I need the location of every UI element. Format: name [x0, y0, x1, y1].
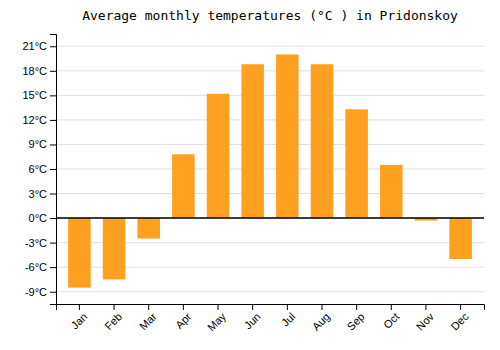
y-tick: 9°C [29, 138, 56, 150]
x-tick-mark [356, 304, 357, 310]
x-tick-mark [252, 304, 253, 310]
bars [68, 54, 472, 287]
x-axis: Jan Feb Mar Apr May Jun Jul Aug Sep Oct Nov Dec [57, 304, 485, 333]
x-tick: Nov [414, 304, 437, 333]
y-tick: 21°C [22, 40, 56, 52]
y-tick: 12°C [22, 114, 56, 126]
y-tick-label: 0°C [29, 212, 48, 224]
y-tick-label: 3°C [29, 188, 48, 200]
y-axis-line [50, 35, 57, 305]
bar [68, 218, 91, 288]
y-tick: 18°C [22, 65, 56, 77]
y-tick-label: 18°C [22, 65, 47, 77]
x-tick: Feb [102, 304, 124, 332]
y-tick: -6°C [25, 261, 56, 273]
x-tick: May [205, 304, 229, 333]
y-tick-mark [50, 46, 56, 47]
bar [311, 64, 334, 218]
y-tick-mark [50, 120, 56, 121]
grid-line [56, 70, 484, 71]
grid-line [56, 218, 484, 219]
y-tick-mark [50, 95, 56, 96]
y-tick: 3°C [29, 188, 56, 200]
x-tick-label: Sep [344, 310, 366, 332]
x-tick: Oct [381, 304, 402, 331]
y-tick-label: 9°C [29, 138, 48, 150]
y-axis: -9°C -6°C -3°C 0°C 3°C 6°C 9°C 12°C 15°C 18°C 21°C [22, 35, 56, 305]
y-tick-mark [50, 292, 56, 293]
x-tick-mark [391, 304, 392, 310]
chart: -9°C -6°C -3°C 0°C 3°C 6°C 9°C 12°C 15°C 18°C 21°C… [0, 0, 500, 350]
y-tick-mark [50, 194, 56, 195]
x-tick-label: Apr [173, 310, 194, 331]
y-tick: -9°C [25, 286, 56, 298]
x-tick: Jun [242, 304, 263, 331]
x-tick-label: Nov [414, 310, 437, 333]
x-tick-label: May [205, 310, 229, 334]
x-tick-mark [79, 304, 80, 310]
y-tick-label: 21°C [22, 40, 47, 52]
x-tick-label: Jun [242, 310, 263, 331]
x-tick-label: Feb [102, 310, 124, 332]
x-tick: Aug [310, 304, 332, 333]
plot-area: -9°C -6°C -3°C 0°C 3°C 6°C 9°C 12°C 15°C 18°C 21°C… [22, 35, 484, 334]
bar [207, 94, 230, 218]
y-tick-mark [50, 267, 56, 268]
x-tick-label: Oct [381, 310, 402, 331]
x-tick: Apr [173, 304, 194, 331]
x-tick-label: Jan [68, 310, 89, 331]
grid-line [56, 95, 484, 96]
grid-line [56, 169, 484, 170]
y-tick-label: 6°C [29, 163, 48, 175]
grid-line [56, 193, 484, 194]
bar [449, 218, 472, 259]
y-tick-label: 15°C [22, 89, 47, 101]
x-tick-label: Mar [137, 310, 159, 332]
x-tick-mark [321, 304, 322, 310]
y-tick-mark [50, 243, 56, 244]
grid-line [56, 46, 484, 47]
x-tick: Dec [448, 304, 471, 333]
y-tick-label: -6°C [25, 261, 47, 273]
y-tick-label: 12°C [22, 114, 47, 126]
bar [172, 154, 195, 218]
y-tick: 0°C [29, 212, 56, 224]
x-tick-label: Aug [310, 310, 332, 332]
bar [241, 64, 264, 218]
x-tick-mark [460, 304, 461, 310]
y-tick-label: -3°C [25, 237, 47, 249]
x-tick-mark [218, 304, 219, 310]
bar [276, 54, 299, 218]
y-tick-mark [50, 169, 56, 170]
y-tick-mark [50, 144, 56, 145]
x-tick-mark [148, 304, 149, 310]
x-tick-mark [287, 304, 288, 310]
x-tick-label: Jul [279, 310, 297, 328]
x-tick: Mar [137, 304, 159, 332]
grid-line [56, 144, 484, 145]
y-tick-label: -9°C [25, 286, 47, 298]
x-tick: Jul [279, 304, 297, 329]
y-tick: 6°C [29, 163, 56, 175]
x-tick: Jan [68, 304, 89, 331]
y-tick: -3°C [25, 237, 56, 249]
x-tick: Sep [344, 304, 366, 333]
bar [380, 165, 403, 218]
x-axis-line [57, 305, 485, 311]
y-tick: 15°C [22, 89, 56, 101]
x-tick-label: Dec [448, 310, 471, 333]
y-tick-mark [50, 218, 56, 219]
bar [137, 218, 160, 238]
x-tick-mark [425, 304, 426, 310]
grid-line [56, 119, 484, 120]
grid-line [56, 291, 484, 292]
title: Average monthly temperatures (°C ) in Pr… [82, 8, 458, 23]
bar [103, 218, 126, 279]
zero-line [56, 217, 484, 219]
y-tick-mark [50, 71, 56, 72]
grid [56, 46, 484, 291]
x-tick-mark [183, 304, 184, 310]
x-tick-mark [114, 304, 115, 310]
bar [345, 109, 368, 218]
